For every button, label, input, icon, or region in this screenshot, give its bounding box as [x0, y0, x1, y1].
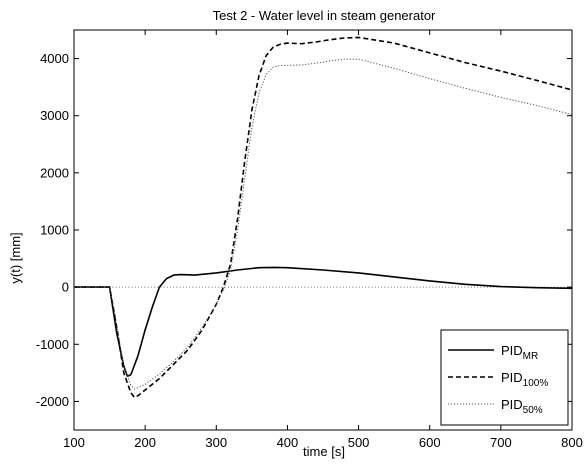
y-tick-label: 1000: [40, 223, 69, 238]
legend-label: PIDMR: [501, 343, 538, 362]
y-axis-label: y(t) [mm]: [8, 232, 23, 283]
x-tick-label: 400: [277, 435, 299, 450]
series-line-dotted: [74, 58, 572, 390]
x-tick-label: 500: [348, 435, 370, 450]
y-tick-label: 3000: [40, 108, 69, 123]
y-tick-label: 2000: [40, 165, 69, 180]
x-tick-label: 300: [205, 435, 227, 450]
y-tick-label: 0: [62, 280, 69, 295]
chart-title: Test 2 - Water level in steam generator: [213, 8, 436, 23]
legend: PIDMR PID100% PID50%: [440, 329, 569, 426]
x-tick-label: 200: [134, 435, 156, 450]
y-tick-label: -2000: [36, 394, 69, 409]
legend-label: PID100%: [501, 370, 548, 389]
x-tick-label: 800: [561, 435, 583, 450]
x-tick-label: 600: [419, 435, 441, 450]
x-tick-label: 100: [63, 435, 85, 450]
y-tick-label: -1000: [36, 337, 69, 352]
legend-label: PID50%: [501, 397, 543, 416]
x-tick-label: 700: [490, 435, 512, 450]
legend-box: [440, 329, 569, 426]
x-axis-label: time [s]: [303, 444, 345, 459]
y-tick-label: 4000: [40, 51, 69, 66]
series-line-solid: [74, 266, 572, 378]
